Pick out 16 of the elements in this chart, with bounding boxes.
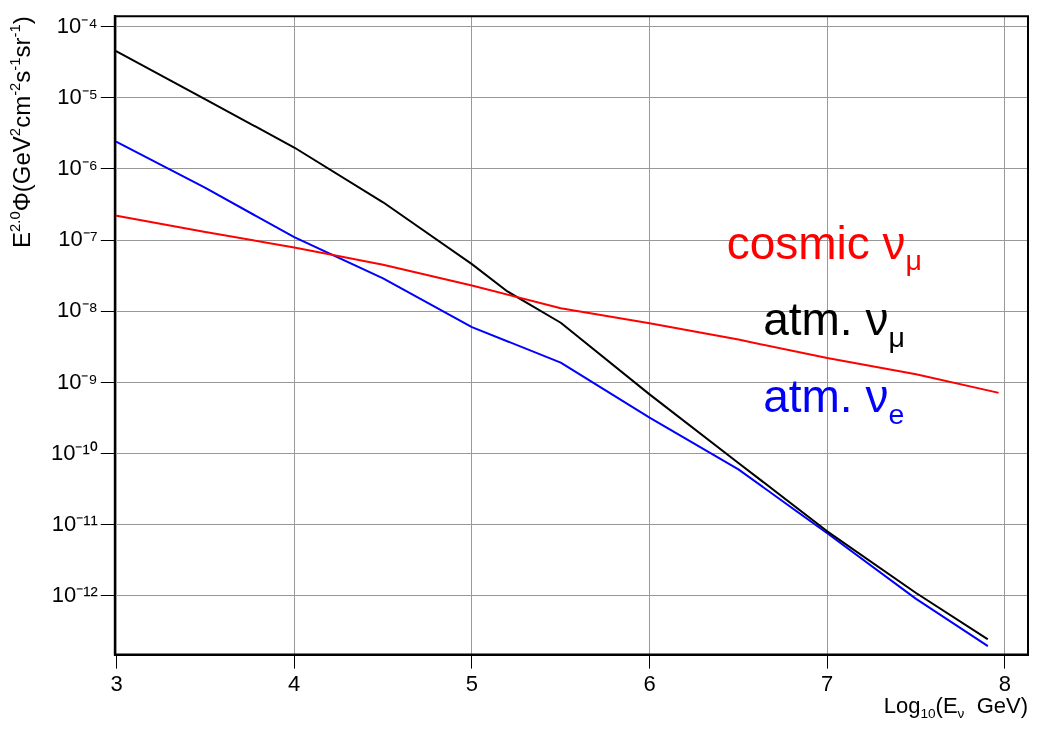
text: E2.0Φ(GeV2cm-2s-1sr-1): [6, 16, 35, 248]
x-tick-label: 5: [465, 670, 479, 696]
x-tick-label: 6: [643, 670, 656, 696]
y-tick-label: 10⁻⁶: [57, 155, 98, 180]
y-tick-label: 10⁻⁸: [57, 297, 98, 323]
y-tick-label: 10⁻¹⁰: [51, 439, 98, 465]
x-tick-label: 7: [821, 670, 834, 696]
x-tick-label: 8: [998, 670, 1012, 696]
y-tick-label: 10⁻⁹: [56, 368, 98, 394]
y-tick-label: 10⁻⁴: [56, 12, 98, 38]
y-tick-label: 10⁻⁷: [58, 226, 98, 252]
y-tick-label: 10⁻¹²: [51, 582, 98, 608]
x-tick-label: 4: [288, 670, 301, 696]
x-tick-label: 3: [110, 670, 123, 696]
y-tick-label: 10⁻¹¹: [51, 510, 98, 536]
y-tick-label: 10⁻⁵: [57, 83, 98, 109]
